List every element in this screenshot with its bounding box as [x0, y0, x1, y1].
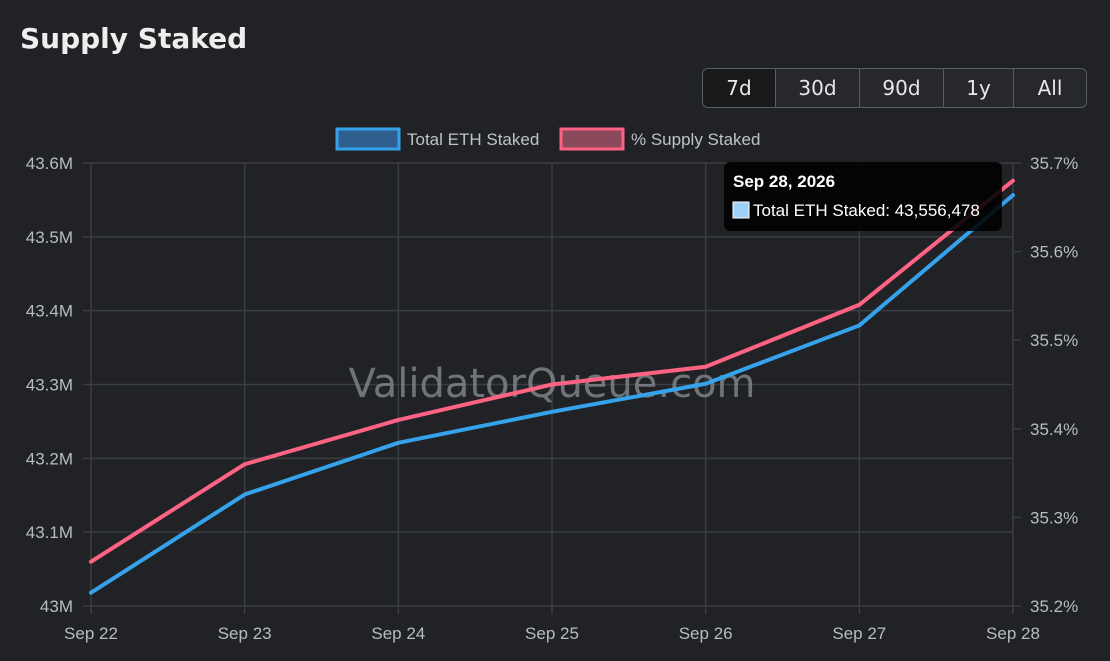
- range-1y-button[interactable]: 1y: [943, 69, 1013, 107]
- legend-label[interactable]: % Supply Staked: [631, 130, 760, 149]
- tooltip: Sep 28, 2026 Total ETH Staked: 43,556,47…: [724, 162, 1002, 231]
- range-7d-button[interactable]: 7d: [703, 69, 775, 107]
- y-right-tick-label: 35.3%: [1030, 508, 1078, 527]
- series-lines: [89, 178, 1015, 595]
- y-left-tick-label: 43.1M: [26, 523, 73, 542]
- y-left-tick-label: 43.6M: [26, 154, 73, 173]
- range-90d-button[interactable]: 90d: [859, 69, 943, 107]
- legend-label[interactable]: Total ETH Staked: [407, 130, 539, 149]
- x-tick-label: Sep 26: [679, 624, 733, 643]
- y-left-tick-label: 43M: [40, 597, 73, 616]
- tooltip-title: Sep 28, 2026: [733, 172, 835, 191]
- axis-ticks: 43M 43.1M 43.2M 43.3M 43.4M 43.5M 43.6M 35.2% 35…: [26, 154, 1078, 643]
- range-all-button[interactable]: All: [1013, 69, 1086, 107]
- tooltip-swatch: [732, 201, 750, 219]
- tooltip-box: [724, 162, 1002, 231]
- x-tick-label: Sep 23: [218, 624, 272, 643]
- y-left-tick-label: 43.4M: [26, 302, 73, 321]
- y-left-tick-label: 43.3M: [26, 376, 73, 395]
- y-left-tick-label: 43.5M: [26, 228, 73, 247]
- y-right-tick-label: 35.5%: [1030, 331, 1078, 350]
- page-title: Supply Staked: [20, 22, 248, 55]
- y-right-tick-label: 35.2%: [1030, 597, 1078, 616]
- range-30d-button[interactable]: 30d: [775, 69, 859, 107]
- x-tick-label: Sep 28: [986, 624, 1040, 643]
- legend-swatch[interactable]: [559, 127, 625, 151]
- series-line-total-eth-staked: [89, 193, 1015, 595]
- time-range-selector: 7d 30d 90d 1y All: [702, 68, 1087, 108]
- x-tick-label: Sep 22: [64, 624, 118, 643]
- chart-legend: Total ETH Staked % Supply Staked: [335, 127, 760, 151]
- series-line-percent-supply-staked: [89, 178, 1015, 564]
- y-right-tick-label: 35.4%: [1030, 420, 1078, 439]
- tooltip-label: Total ETH Staked: 43,556,478: [753, 201, 980, 220]
- x-tick-label: Sep 24: [371, 624, 425, 643]
- y-right-tick-label: 35.6%: [1030, 243, 1078, 262]
- x-tick-label: Sep 25: [525, 624, 579, 643]
- y-right-tick-label: 35.7%: [1030, 154, 1078, 173]
- y-left-tick-label: 43.2M: [26, 449, 73, 468]
- legend-swatch[interactable]: [335, 127, 401, 151]
- x-tick-label: Sep 27: [832, 624, 886, 643]
